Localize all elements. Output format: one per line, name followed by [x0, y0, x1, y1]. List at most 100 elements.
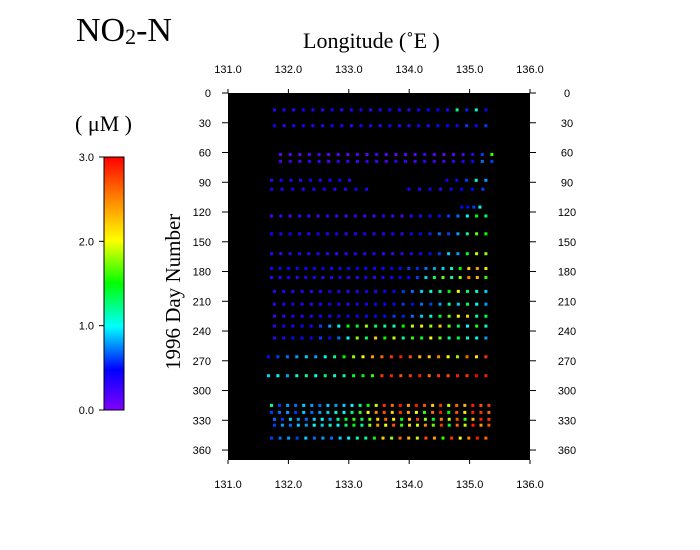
data-point	[344, 214, 348, 218]
data-point	[392, 324, 396, 328]
data-point	[383, 302, 387, 306]
data-point	[458, 436, 462, 440]
data-point	[470, 187, 474, 191]
data-point	[389, 355, 393, 359]
data-point	[278, 267, 282, 270]
data-point	[407, 267, 411, 270]
data-point	[484, 324, 488, 328]
data-point	[322, 187, 326, 191]
data-point	[311, 108, 315, 112]
data-point	[300, 302, 304, 306]
data-point	[304, 267, 308, 270]
data-point	[475, 355, 478, 359]
data-point	[318, 178, 322, 182]
data-point	[475, 374, 478, 378]
data-point	[484, 214, 488, 218]
y-tick-label-left: 60	[199, 148, 211, 160]
data-point	[455, 108, 459, 112]
data-point	[346, 159, 350, 163]
y-tick-label-left: 120	[193, 207, 211, 219]
data-point	[316, 252, 320, 256]
data-point	[472, 205, 476, 209]
data-point	[398, 276, 402, 279]
data-point	[300, 314, 304, 318]
data-point	[420, 289, 424, 293]
data-point	[273, 302, 276, 306]
data-point	[475, 252, 479, 256]
data-point	[298, 153, 302, 156]
data-point	[410, 302, 414, 306]
data-point	[419, 252, 423, 256]
data-point	[369, 124, 373, 128]
data-point	[333, 355, 337, 359]
data-point	[415, 436, 419, 440]
data-point	[319, 336, 322, 340]
data-point	[358, 403, 362, 407]
data-point	[431, 423, 435, 427]
data-point	[310, 410, 314, 414]
data-point	[479, 417, 483, 421]
colorbar-unit-label: ( μM )	[75, 111, 133, 136]
data-point	[320, 423, 324, 427]
data-point	[484, 436, 488, 440]
data-point	[401, 289, 405, 293]
data-point	[278, 436, 282, 440]
data-point	[436, 124, 440, 128]
data-point	[346, 153, 350, 156]
data-point	[309, 314, 313, 318]
data-point	[429, 302, 433, 306]
y-tick-label-left: 180	[193, 267, 211, 279]
data-point	[384, 159, 388, 163]
y-tick-label-right: 180	[558, 267, 576, 279]
data-point	[381, 276, 385, 279]
data-point	[381, 232, 385, 236]
data-point	[432, 267, 436, 270]
y-tick-label-left: 360	[193, 445, 211, 457]
data-point	[392, 417, 396, 421]
data-point	[282, 108, 286, 112]
data-point	[465, 124, 469, 128]
data-point	[346, 302, 350, 306]
data-point	[447, 214, 451, 218]
data-point	[374, 314, 378, 318]
data-point	[478, 205, 482, 209]
data-point	[352, 417, 356, 421]
data-point	[463, 417, 467, 421]
y-tick-label-left: 300	[193, 386, 211, 398]
data-point	[413, 153, 417, 156]
data-point	[381, 267, 385, 270]
data-point	[298, 159, 302, 163]
data-point	[291, 324, 295, 328]
data-point	[355, 276, 359, 279]
data-point	[307, 252, 311, 256]
data-point	[342, 410, 346, 414]
data-point	[408, 355, 412, 359]
data-point	[355, 153, 359, 156]
data-point	[334, 410, 338, 414]
data-point	[397, 124, 401, 128]
data-point	[416, 417, 419, 421]
data-point	[461, 153, 465, 156]
data-point	[337, 314, 341, 318]
data-point	[318, 410, 322, 414]
data-point	[292, 124, 296, 128]
data-point	[350, 410, 354, 414]
data-point	[282, 336, 286, 340]
data-point	[432, 436, 436, 440]
data-point	[417, 124, 421, 128]
data-point	[487, 410, 491, 414]
data-point	[344, 252, 348, 256]
data-point	[479, 403, 483, 407]
data-point	[399, 374, 403, 378]
data-point	[392, 302, 396, 306]
data-point	[295, 374, 299, 378]
data-point	[378, 124, 382, 128]
data-point	[304, 374, 308, 378]
data-point	[408, 417, 411, 421]
data-point	[326, 410, 330, 414]
data-point	[287, 276, 291, 279]
data-point	[316, 232, 320, 236]
data-point	[424, 436, 428, 440]
data-point	[408, 374, 412, 378]
data-point	[325, 232, 329, 236]
